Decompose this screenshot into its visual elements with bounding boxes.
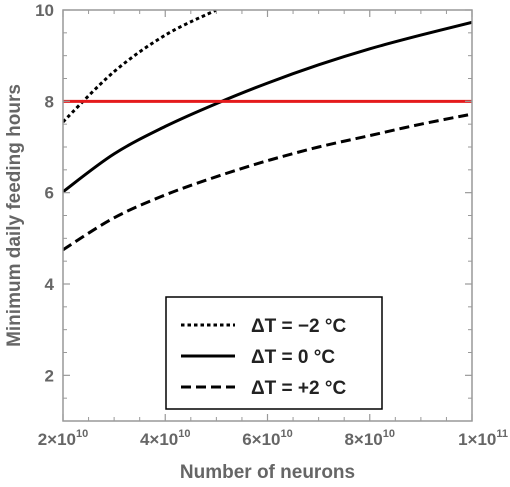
legend: ΔT = −2 °C ΔT = 0 °C ΔT = +2 °C <box>165 296 383 410</box>
legend-label-1: ΔT = 0 °C <box>251 347 335 368</box>
legend-label-2: ΔT = +2 °C <box>251 378 346 399</box>
legend-label-0: ΔT = −2 °C <box>251 316 346 337</box>
legend-box <box>165 296 383 410</box>
y-tick-label: 6 <box>45 184 54 203</box>
x-tick-label: 4×1010 <box>140 428 191 449</box>
y-tick-label: 4 <box>45 275 55 294</box>
plot-area <box>63 10 472 252</box>
y-tick-label: 8 <box>45 92 54 111</box>
x-axis-label: Number of neurons <box>180 462 355 483</box>
series-line-2 <box>63 112 472 252</box>
axis-ticks: 2 4 6 8 10 2×1010 4×1010 6×1010 8×1010 1×1011 <box>35 1 508 449</box>
y-axis-label: Minimum daily feeding hours <box>4 84 25 347</box>
y-tick-label: 2 <box>45 366 54 385</box>
x-tick-label: 1×1011 <box>458 428 508 449</box>
x-tick-label: 2×1010 <box>38 428 89 449</box>
x-tick-label: 6×1010 <box>242 428 293 449</box>
x-tick-label: 8×1010 <box>344 428 395 449</box>
series-line-1 <box>63 20 472 193</box>
series-line-0 <box>63 10 218 123</box>
y-tick-label: 10 <box>35 1 54 20</box>
